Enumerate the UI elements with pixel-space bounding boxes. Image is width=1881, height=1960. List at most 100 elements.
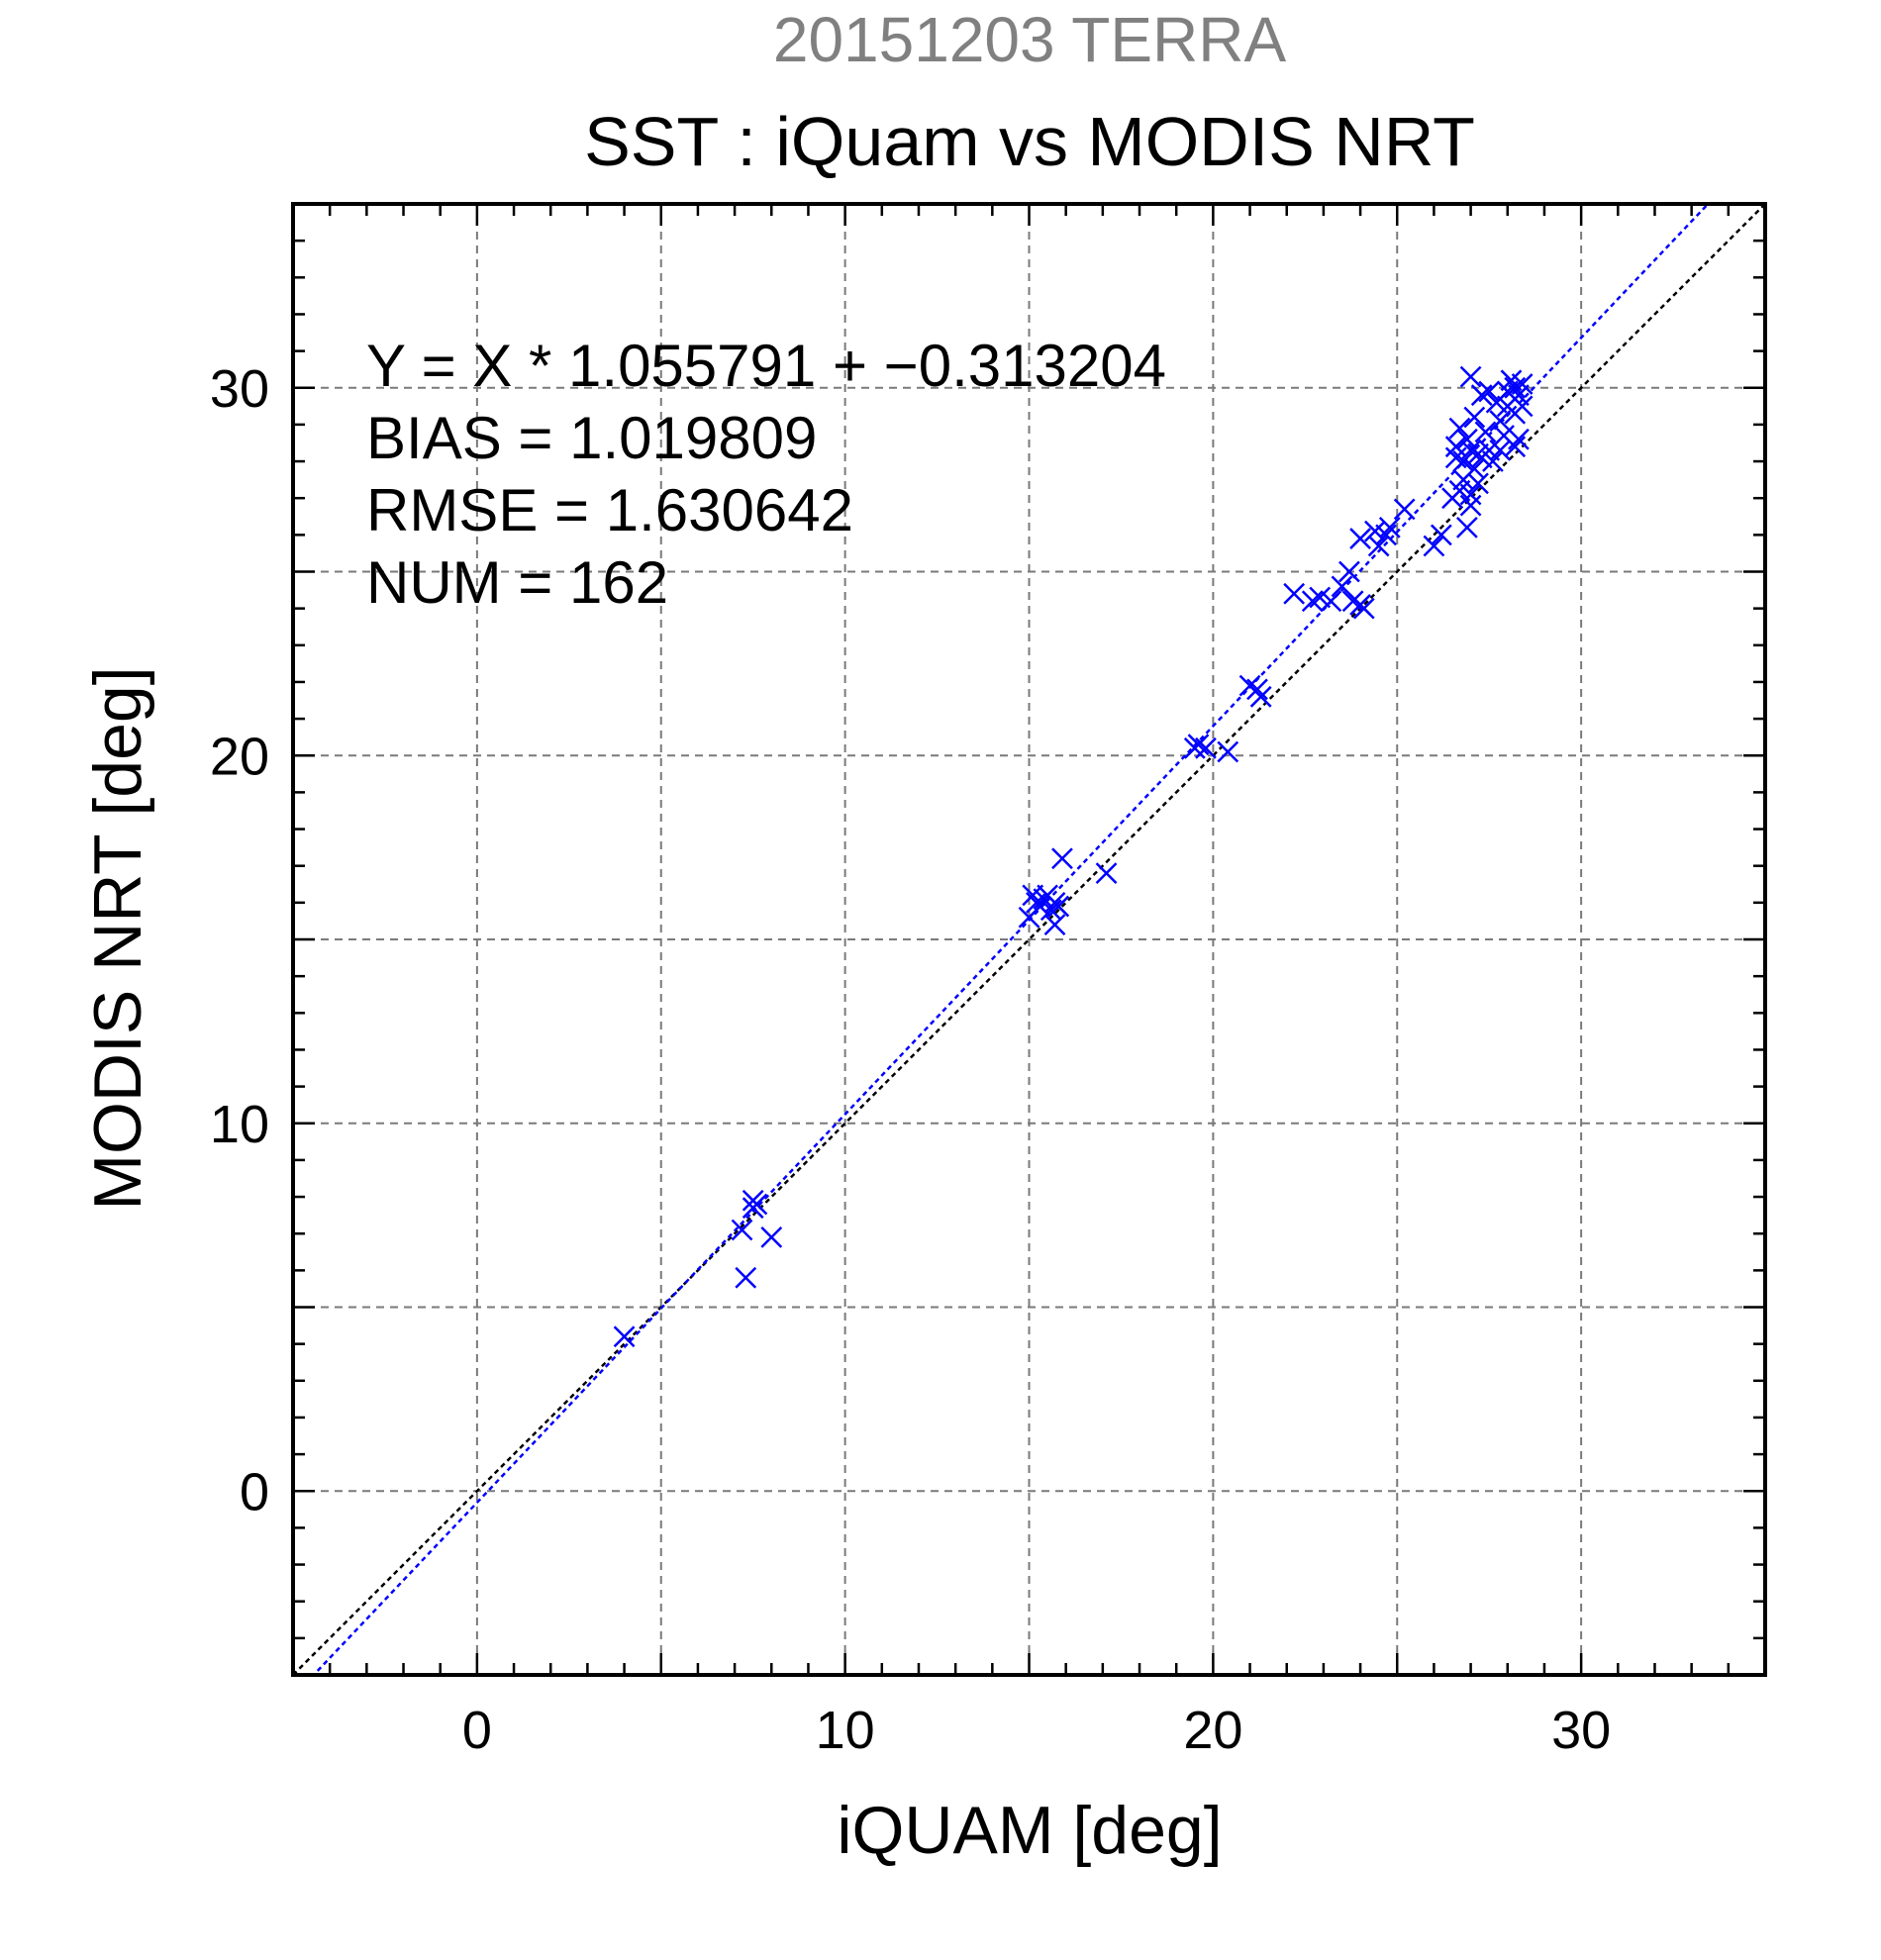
chart-title: SST : iQuam vs MODIS NRT xyxy=(584,103,1475,180)
data-point-stroke xyxy=(1249,685,1272,708)
grid xyxy=(293,204,1765,1675)
x-axis-label: iQUAM [deg] xyxy=(837,1793,1222,1868)
y-tick-label: 30 xyxy=(210,359,269,419)
data-point xyxy=(1452,450,1475,472)
data-point xyxy=(1459,483,1482,506)
data-point-stroke xyxy=(1478,380,1501,403)
axis-ticks: 0 10 20 30 0 10 20 30 xyxy=(210,204,1765,1760)
data-point-stroke xyxy=(1452,450,1475,472)
data-point xyxy=(1504,376,1527,399)
data-point xyxy=(613,1325,636,1348)
data-point xyxy=(1283,582,1306,605)
data-point xyxy=(1444,446,1467,469)
data-point xyxy=(1352,597,1375,620)
data-point xyxy=(760,1226,783,1248)
data-point xyxy=(1393,498,1416,521)
data-point-stroke xyxy=(1338,560,1360,583)
x-tick-label: 10 xyxy=(816,1701,875,1760)
data-point-stroke xyxy=(1051,847,1073,870)
data-point-stroke xyxy=(613,1325,636,1348)
stats-annotation: RMSE = 1.630642 xyxy=(366,477,853,543)
data-point xyxy=(1459,365,1482,388)
data-point xyxy=(1341,590,1364,613)
data-point-stroke xyxy=(1095,862,1118,885)
data-point-stroke xyxy=(1378,517,1401,539)
stats-annotation: NUM = 162 xyxy=(366,549,668,616)
data-point xyxy=(1043,914,1066,936)
data-point xyxy=(1455,517,1478,539)
data-point-stroke xyxy=(1349,528,1371,549)
data-point-stroke xyxy=(1493,425,1515,446)
data-point xyxy=(1444,436,1467,458)
data-point xyxy=(1320,590,1342,613)
data-point xyxy=(1459,494,1482,517)
y-tick-label: 20 xyxy=(210,727,269,786)
data-point xyxy=(1051,847,1073,870)
data-point-stroke xyxy=(1444,436,1467,458)
x-tick-label: 20 xyxy=(1183,1701,1242,1760)
data-point-stroke xyxy=(1040,899,1062,922)
data-point xyxy=(1467,472,1489,495)
data-point-stroke xyxy=(1455,517,1478,539)
data-point-stroke xyxy=(1482,450,1504,472)
data-point-stroke xyxy=(1352,597,1375,620)
data-point-stroke xyxy=(1474,421,1497,443)
data-point-stroke xyxy=(1393,498,1416,521)
data-point xyxy=(1448,417,1471,440)
y-tick-label: 10 xyxy=(210,1095,269,1154)
data-point-stroke xyxy=(1246,678,1268,701)
data-point-stroke xyxy=(1489,410,1512,433)
data-point-stroke xyxy=(1511,395,1534,418)
stats-annotation: BIAS = 1.019809 xyxy=(366,405,817,471)
data-points xyxy=(613,365,1534,1348)
data-point xyxy=(1301,590,1324,613)
data-point-stroke xyxy=(1463,457,1486,480)
data-point xyxy=(1195,736,1217,759)
data-point-stroke xyxy=(1187,734,1210,755)
data-point-stroke xyxy=(1430,524,1452,546)
data-point-stroke xyxy=(1463,406,1486,429)
data-point-stroke xyxy=(1423,535,1445,557)
data-point-stroke xyxy=(1309,586,1332,609)
y-axis-label: MODIS NRT [deg] xyxy=(80,666,155,1210)
data-point-stroke xyxy=(1043,914,1066,936)
data-point xyxy=(1331,575,1353,598)
data-point-stroke xyxy=(1195,736,1217,759)
data-point-stroke xyxy=(1444,446,1467,469)
data-point xyxy=(1463,457,1486,480)
data-point xyxy=(1246,678,1268,701)
data-point xyxy=(1508,428,1530,450)
data-point xyxy=(735,1266,757,1289)
data-point xyxy=(1489,410,1512,433)
data-point-stroke xyxy=(1500,369,1523,392)
data-point xyxy=(745,1193,768,1216)
data-point-stroke xyxy=(1459,440,1482,461)
data-point xyxy=(1047,895,1070,918)
stats-annotation: Y = X * 1.055791 + −0.313204 xyxy=(366,333,1166,399)
data-point xyxy=(1504,436,1527,458)
data-point xyxy=(1338,560,1360,583)
data-point xyxy=(1040,899,1062,922)
data-point xyxy=(1474,421,1497,443)
data-point-stroke xyxy=(1238,674,1261,697)
data-point-stroke xyxy=(1489,440,1512,461)
data-point-stroke xyxy=(1029,895,1051,918)
data-point-stroke xyxy=(1470,384,1493,407)
data-point xyxy=(1187,734,1210,755)
data-point xyxy=(1459,440,1482,461)
data-point xyxy=(1489,440,1512,461)
data-point-stroke xyxy=(1364,520,1386,542)
chart-subtitle: 20151203 TERRA xyxy=(773,4,1287,75)
data-point-stroke xyxy=(1467,472,1489,495)
data-point xyxy=(1349,528,1371,549)
data-point xyxy=(1430,524,1452,546)
data-point xyxy=(1511,373,1534,395)
data-point xyxy=(1423,535,1445,557)
y-tick-label: 0 xyxy=(240,1462,269,1521)
data-point xyxy=(1375,524,1397,546)
data-point xyxy=(1249,685,1272,708)
data-point-stroke xyxy=(1217,740,1239,763)
data-point-stroke xyxy=(1459,365,1482,388)
